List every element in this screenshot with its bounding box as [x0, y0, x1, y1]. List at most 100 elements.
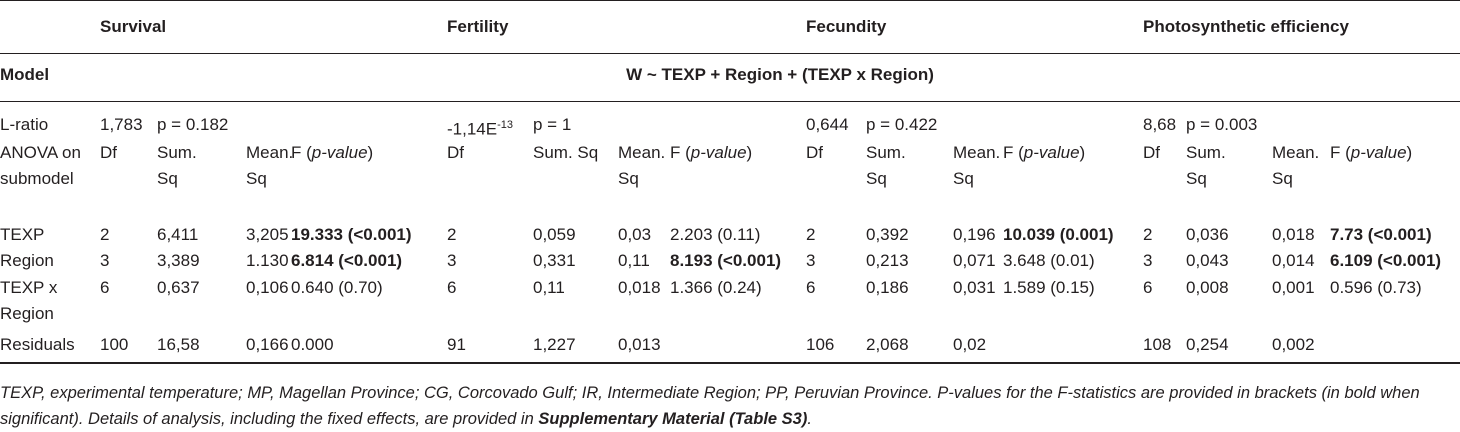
row-label: ANOVA on submodel: [0, 143, 81, 188]
footnote: TEXP, experimental temperature; MP, Mage…: [0, 380, 1455, 432]
cell: 100: [100, 335, 129, 354]
cell: 1.366 (0.24): [670, 278, 762, 297]
col-header: Df: [100, 143, 117, 162]
cell: 16,58: [157, 335, 200, 354]
model-formula: W ~ TEXP + Region + (TEXP x Region): [626, 65, 934, 84]
rule: [0, 101, 1460, 102]
cell: 0,043: [1186, 251, 1229, 270]
group-header: Fertility: [447, 17, 509, 36]
cell: 0,001: [1272, 278, 1315, 297]
stat: -1,14E: [447, 119, 498, 139]
col-header-part: p-value: [1023, 143, 1080, 162]
col-header: Mean. Sq: [1272, 143, 1320, 188]
col-header-part: ): [1079, 143, 1086, 162]
cell: 0,196: [953, 225, 996, 244]
cell: 2: [100, 225, 110, 244]
l-ratio-stat: 1,783: [100, 112, 190, 138]
col-header: Mean. Sq: [246, 143, 294, 188]
row-label: L-ratio: [0, 115, 49, 134]
cell: 0.596 (0.73): [1330, 278, 1422, 297]
cell: 0,11: [618, 251, 650, 270]
rule: [0, 362, 1460, 364]
cell: 6: [806, 278, 816, 297]
cell: 108: [1143, 335, 1172, 354]
cell: 6.814 (<0.001): [291, 251, 403, 270]
cell: 2.203 (0.11): [670, 225, 761, 244]
cell: 0,013: [618, 335, 661, 354]
cell: 0,031: [953, 278, 996, 297]
cell: 0,008: [1186, 278, 1229, 297]
group-header: Photosynthetic efficiency: [1143, 17, 1349, 36]
cell: 3: [100, 251, 110, 270]
col-header-part: ): [746, 143, 753, 162]
l-ratio-stat: 0,644: [806, 112, 896, 138]
col-header: F (p-value): [670, 140, 805, 166]
cell: 0,254: [1186, 335, 1229, 354]
cell: 8.193 (<0.001): [670, 251, 782, 270]
cell: 0,014: [1272, 251, 1315, 270]
col-header: Sum. Sq: [866, 143, 906, 188]
cell: 3,389: [157, 251, 200, 270]
col-header: F (p-value): [1003, 140, 1141, 166]
l-ratio-p: p = 1: [533, 115, 572, 134]
col-header: Sum. Sq: [1186, 143, 1226, 188]
col-header: Mean. Sq: [953, 143, 1001, 188]
cell: 0,213: [866, 251, 909, 270]
cell: 0,059: [533, 225, 576, 244]
col-header-part: ): [1406, 143, 1413, 162]
row-label: Residuals: [0, 335, 75, 354]
cell: 0.000: [291, 335, 334, 354]
col-header: Sum. Sq: [157, 143, 197, 188]
cell: 0,02: [953, 335, 987, 354]
cell: 0,392: [866, 225, 909, 244]
model-label: Model: [0, 65, 50, 84]
col-header-part: p-value: [1350, 143, 1407, 162]
stat: 1,783: [100, 115, 143, 134]
rule: [0, 53, 1460, 54]
col-header: Df: [806, 143, 823, 162]
cell: 3: [806, 251, 816, 270]
cell: 0,166: [246, 335, 289, 354]
row-label: TEXP: [0, 225, 45, 244]
cell: 6: [1143, 278, 1153, 297]
cell: 3: [1143, 251, 1153, 270]
cell: 2: [806, 225, 816, 244]
cell: 0,106: [246, 278, 289, 297]
l-ratio-p: p = 0.182: [157, 115, 229, 134]
rule: [0, 0, 1460, 1]
cell: 1.589 (0.15): [1003, 278, 1095, 297]
l-ratio-p: p = 0.003: [1186, 115, 1258, 134]
cell: 6.109 (<0.001): [1330, 251, 1442, 270]
cell: 1.130: [246, 251, 289, 270]
l-ratio-p: p = 0.422: [866, 115, 938, 134]
footnote-end: .: [807, 410, 812, 428]
cell: 10.039 (0.001): [1003, 225, 1114, 244]
cell: 0,11: [533, 278, 565, 297]
cell: 0,018: [618, 278, 661, 297]
col-header-part: F (: [291, 143, 312, 162]
col-header: F (p-value): [291, 140, 441, 166]
col-header-part: F (: [1330, 143, 1351, 162]
row-label: TEXP x Region: [0, 278, 58, 323]
l-ratio-stat: 8,68: [1143, 112, 1233, 138]
cell: 0,637: [157, 278, 200, 297]
cell: 0,186: [866, 278, 909, 297]
group-header: Survival: [100, 17, 167, 36]
cell: 6: [447, 278, 457, 297]
col-header: F (p-value): [1330, 140, 1460, 166]
stat: 8,68: [1143, 115, 1177, 134]
cell: 6,411: [157, 225, 199, 244]
cell: 3,205: [246, 225, 289, 244]
l-ratio-stat: -1,14E-13: [447, 112, 537, 143]
cell: 1,227: [533, 335, 576, 354]
col-header-part: F (: [670, 143, 691, 162]
cell: 0,331: [533, 251, 576, 270]
cell: 3: [447, 251, 457, 270]
cell: 0,03: [618, 225, 652, 244]
col-header-part: F (: [1003, 143, 1024, 162]
group-header: Fecundity: [806, 17, 887, 36]
col-header-part: ): [367, 143, 374, 162]
stat-exponent: -13: [497, 119, 513, 131]
cell: 2,068: [866, 335, 909, 354]
